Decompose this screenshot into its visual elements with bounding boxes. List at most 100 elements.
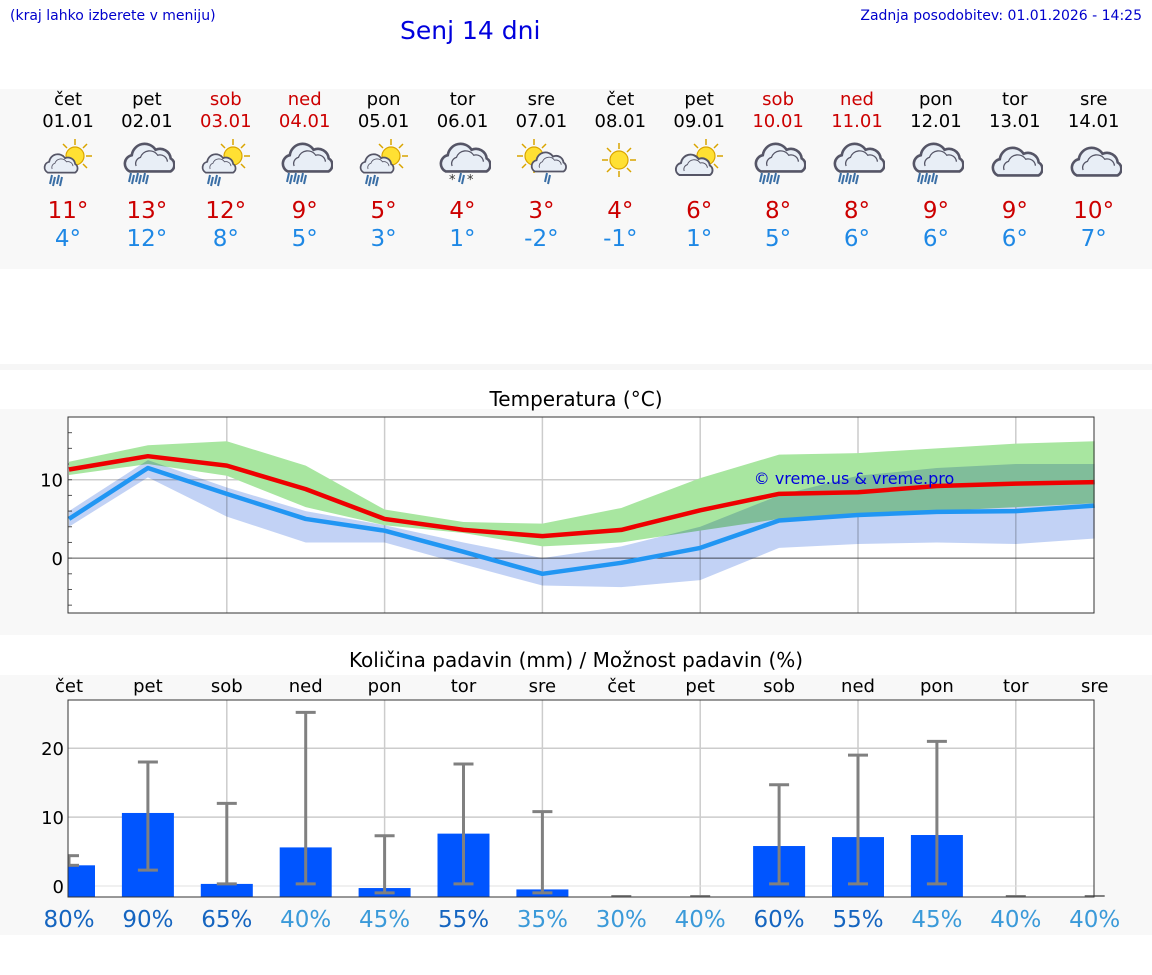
svg-text:*: * xyxy=(467,173,474,187)
temp-min: -1° xyxy=(603,226,638,252)
day-name: tor xyxy=(1002,89,1028,110)
day-name: čet xyxy=(606,89,635,110)
temp-min: 1° xyxy=(449,226,476,252)
watermark: © vreme.us & vreme.pro xyxy=(754,469,955,488)
temp-min: 6° xyxy=(843,226,871,252)
precipitation-chart: čet pet sob ned pon tor sre čet pet sob ned pon tor s… xyxy=(41,676,1120,933)
separator xyxy=(0,364,1152,370)
temp-max: 13° xyxy=(126,198,168,224)
precip-probability: 40% xyxy=(1069,907,1120,933)
precip-probability: 40% xyxy=(990,907,1041,933)
sun-cloud-icon xyxy=(671,137,727,187)
min-temp-line xyxy=(67,465,1095,577)
day-date: 01.01 xyxy=(42,111,94,132)
precip-probability: 55% xyxy=(438,907,489,933)
temp-max: 4° xyxy=(607,198,634,224)
temp-min: 6° xyxy=(1001,226,1028,252)
cloud-icon xyxy=(987,137,1044,187)
plot-frame xyxy=(67,416,1095,614)
sun-cloud-light-rain-icon xyxy=(513,137,569,187)
location-hint: (kraj lahko izberete v meniju) xyxy=(10,8,216,24)
precip-bar xyxy=(68,865,95,897)
day-name: ned xyxy=(287,89,322,110)
temp-max: 6° xyxy=(686,198,713,224)
max-temp-band xyxy=(69,441,1095,547)
precip-probability: 90% xyxy=(122,907,173,933)
day-name: pon xyxy=(366,89,401,110)
day-label: ned xyxy=(841,676,875,697)
day-name: pet xyxy=(132,89,162,110)
temp-max: 12° xyxy=(205,198,247,224)
day-date: 04.01 xyxy=(278,111,331,132)
cloud-rain-icon xyxy=(750,137,807,187)
temp-max: 10° xyxy=(1073,198,1115,224)
day-label: čet xyxy=(607,676,635,697)
temp-min: 12° xyxy=(126,226,168,252)
y-tick-label: 0 xyxy=(52,549,63,570)
precipitation-chart-title: Količina padavin (mm) / Možnost padavin … xyxy=(348,648,804,672)
precip-probability: 55% xyxy=(832,907,883,933)
day-label: pon xyxy=(368,676,402,697)
temp-min: -2° xyxy=(524,226,559,252)
day-name: čet xyxy=(53,89,83,110)
day-date: 05.01 xyxy=(357,111,410,132)
temp-max: 4° xyxy=(449,198,476,224)
daily-forecast-panel: čet 01.01 11° 4° pet 02.01 13° 12° sob 03.01 12… xyxy=(0,89,1152,269)
last-update: Zadnja posodobitev: 01.01.2026 - 14:25 xyxy=(860,8,1142,24)
temp-max: 9° xyxy=(922,198,949,224)
temperature-chart: 0 10 © vreme.us & vreme.pro xyxy=(40,416,1095,614)
precip-bar xyxy=(200,883,253,897)
day-name: ned xyxy=(840,89,874,110)
day-name: sob xyxy=(762,89,794,110)
precip-probability: 40% xyxy=(280,907,331,933)
sun-icon xyxy=(592,137,648,187)
temperature-chart-title: Temperatura (°C) xyxy=(489,387,663,411)
sun-cloud-rain-icon xyxy=(40,137,96,187)
temp-max: 5° xyxy=(370,198,397,224)
day-label: sob xyxy=(211,676,243,697)
cloud-rain-icon xyxy=(908,137,965,187)
cloud-rain-icon xyxy=(119,137,176,187)
day-name: tor xyxy=(449,89,476,110)
precip-probability: 65% xyxy=(201,907,252,933)
temp-min: 7° xyxy=(1080,226,1107,252)
max-temp-line xyxy=(68,453,1095,539)
day-date: 10.01 xyxy=(752,111,804,132)
temp-max: 11° xyxy=(47,198,89,224)
temp-min: 8° xyxy=(212,226,239,252)
cloud-sleet-icon: * * xyxy=(435,137,492,188)
day-date: 14.01 xyxy=(1067,111,1120,132)
temp-min: 3° xyxy=(370,226,397,252)
temp-max: 8° xyxy=(765,198,792,224)
precip-probability: 80% xyxy=(43,907,94,933)
temp-max: 8° xyxy=(843,198,871,224)
precip-probability: 35% xyxy=(517,907,568,933)
cloud-rain-icon xyxy=(277,137,334,187)
sun-cloud-rain-icon xyxy=(198,137,254,187)
day-label: ned xyxy=(289,676,323,697)
svg-text:*: * xyxy=(449,173,456,187)
day-date: 02.01 xyxy=(121,111,173,132)
page-title: Senj 14 dni xyxy=(400,16,541,45)
day-date: 08.01 xyxy=(594,111,647,132)
y-tick-label: 10 xyxy=(40,471,63,492)
y-tick-label: 10 xyxy=(41,808,64,829)
day-name: sre xyxy=(1079,89,1108,110)
temp-max: 9° xyxy=(291,198,318,224)
day-date: 13.01 xyxy=(989,111,1041,132)
day-date: 03.01 xyxy=(200,111,252,132)
precip-probability: 45% xyxy=(911,907,962,933)
day-date: 12.01 xyxy=(910,111,962,132)
day-name: sob xyxy=(209,89,242,110)
cloud-rain-icon xyxy=(829,137,886,187)
temp-min: 1° xyxy=(686,226,713,252)
day-date: 11.01 xyxy=(831,111,883,132)
day-label: sob xyxy=(763,676,795,697)
sun-cloud-rain-icon xyxy=(356,137,412,187)
day-label: pon xyxy=(920,676,954,697)
day-label: sre xyxy=(529,676,556,697)
day-label: sre xyxy=(1081,676,1108,697)
day-name: pet xyxy=(684,89,714,110)
y-tick-label: 20 xyxy=(41,739,64,760)
temp-min: 5° xyxy=(765,226,792,252)
